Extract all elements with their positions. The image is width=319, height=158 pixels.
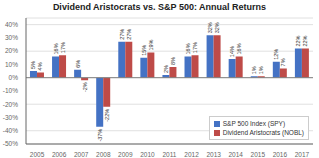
svg-text:16%: 16%	[185, 43, 191, 54]
svg-text:2009: 2009	[118, 151, 133, 158]
svg-text:-30%: -30%	[8, 114, 18, 121]
svg-text:27%: 27%	[119, 29, 125, 40]
html-text:Dividend Aristocrats vs. S&P 5: Dividend Aristocrats vs. S&P 500: Annual…	[52, 2, 267, 12]
svg-text:1%: 1%	[258, 66, 264, 74]
svg-text:6%: 6%	[75, 60, 81, 68]
html-text:S&P 500 Index (SPY): S&P 500 Index (SPY)	[222, 120, 286, 127]
svg-text:2017: 2017	[295, 151, 310, 158]
svg-text:-22%: -22%	[104, 109, 110, 122]
svg-text:5%: 5%	[30, 61, 36, 69]
svg-text:8%: 8%	[170, 57, 176, 65]
svg-text:2007: 2007	[74, 151, 89, 158]
svg-text:2011: 2011	[163, 151, 177, 158]
svg-text:32%: 32%	[207, 22, 213, 33]
svg-text:2010: 2010	[140, 151, 155, 158]
svg-text:2006: 2006	[52, 151, 67, 158]
svg-text:22%: 22%	[295, 35, 301, 46]
svg-text:12%: 12%	[273, 49, 279, 60]
svg-text:2008: 2008	[96, 151, 111, 158]
svg-text:4%: 4%	[37, 62, 43, 70]
svg-text:30%: 30%	[8, 34, 18, 41]
svg-text:-10%: -10%	[8, 87, 18, 94]
svg-text:2014: 2014	[228, 151, 243, 158]
svg-text:27%: 27%	[126, 29, 132, 40]
svg-text:16%: 16%	[236, 43, 242, 54]
svg-text:40%: 40%	[8, 21, 18, 28]
svg-text:2013: 2013	[206, 151, 221, 158]
svg-text:20%: 20%	[8, 47, 18, 54]
svg-text:2012: 2012	[184, 151, 199, 158]
svg-text:1%: 1%	[251, 66, 257, 74]
html-text:Dividend Aristocrats (NOBL): Dividend Aristocrats (NOBL)	[222, 129, 304, 136]
svg-text:2015: 2015	[251, 151, 266, 158]
svg-text:16%: 16%	[53, 43, 59, 54]
svg-text:-37%: -37%	[97, 129, 103, 142]
svg-text:32%: 32%	[214, 22, 220, 33]
svg-text:2005: 2005	[30, 151, 45, 158]
svg-text:-40%: -40%	[8, 127, 18, 134]
svg-text:-2%: -2%	[82, 82, 88, 92]
svg-text:7%: 7%	[280, 58, 286, 66]
svg-text:2%: 2%	[163, 65, 169, 73]
svg-text:15%: 15%	[141, 45, 147, 56]
svg-text:14%: 14%	[229, 46, 235, 57]
svg-text:17%: 17%	[60, 42, 66, 53]
svg-text:-50%: -50%	[8, 140, 18, 147]
svg-text:-20%: -20%	[8, 101, 18, 108]
svg-text:10%: 10%	[8, 61, 18, 68]
svg-text:17%: 17%	[192, 42, 198, 53]
svg-text:2016: 2016	[273, 151, 288, 158]
svg-text:19%: 19%	[148, 39, 154, 50]
svg-text:22%: 22%	[302, 35, 308, 46]
svg-text:0%: 0%	[9, 74, 19, 81]
